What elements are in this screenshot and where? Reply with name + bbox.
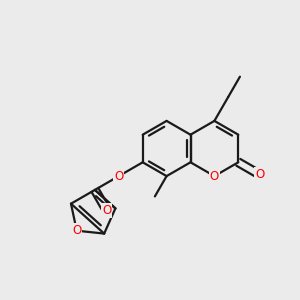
Text: O: O [255,168,264,181]
Text: O: O [72,224,81,237]
Text: O: O [102,204,111,217]
Text: O: O [114,169,123,183]
Text: O: O [210,169,219,183]
